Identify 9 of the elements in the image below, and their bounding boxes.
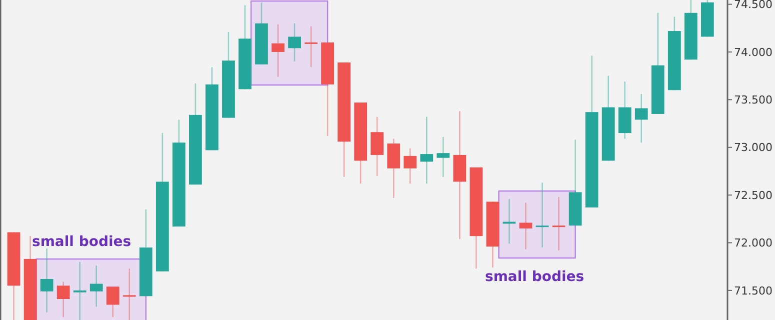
y-tick-label: 73.000 [734, 141, 772, 154]
y-tick-label: 74.500 [734, 0, 772, 12]
y-tick-label: 71.500 [734, 284, 772, 298]
y-tick-label: 73.500 [734, 94, 772, 107]
y-tick-label: 74.000 [734, 46, 772, 59]
annotation: small bodies [32, 234, 132, 250]
annotation: small bodies [485, 269, 584, 285]
y-tick-label: 72.500 [734, 188, 772, 202]
y-tick-label: 72.000 [734, 236, 772, 250]
